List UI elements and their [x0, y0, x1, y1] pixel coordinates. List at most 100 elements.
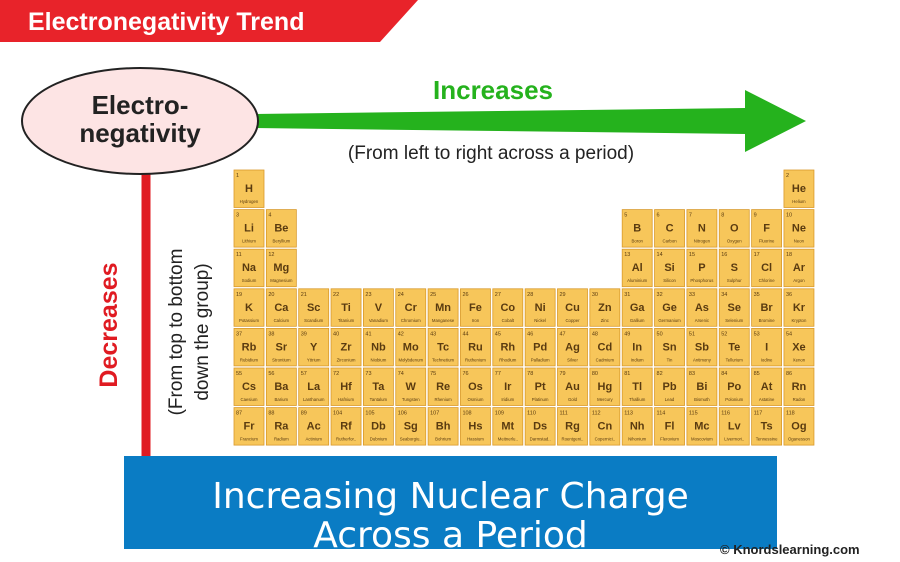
element-symbol: Li: [244, 223, 254, 235]
atomic-number: 39: [301, 331, 307, 337]
element-tile-bg: [395, 288, 427, 327]
element-tile-k: 19K Potassium: [233, 288, 265, 327]
element-symbol: Si: [664, 262, 674, 274]
element-symbol: Ir: [504, 381, 512, 393]
decreases-label: Decreases: [95, 262, 123, 387]
element-tile-bg: [330, 327, 362, 367]
atomic-number: 78: [527, 371, 533, 377]
element-tile-mt: 109 Mt Meitnerlu..: [492, 407, 524, 446]
element-tile-bg: [362, 407, 394, 446]
element-name: Helium: [792, 199, 806, 204]
element-name: Meitnerlu..: [498, 437, 518, 442]
element-name: Strontium: [272, 357, 291, 362]
element-tile-bg: [654, 367, 685, 406]
atomic-number: 43: [430, 331, 436, 337]
element-name: Lanthanum: [303, 397, 325, 402]
element-tile-ts: 117 Ts Tennessine: [751, 407, 782, 446]
element-symbol: Te: [728, 341, 740, 353]
atomic-number: 87: [236, 411, 242, 417]
element-name: Hafnium: [338, 397, 354, 402]
element-symbol: Kr: [793, 302, 806, 314]
element-tile-ag: 47 Ag Silver: [557, 327, 588, 367]
element-symbol: Nh: [630, 421, 645, 433]
element-tile-bg: [589, 288, 621, 327]
element-symbol: Sc: [307, 302, 320, 314]
element-tile-bg: [362, 327, 394, 367]
caption-line-1: Increasing Nuclear Charge: [212, 476, 689, 517]
element-name: Hassium: [467, 437, 484, 442]
element-tile-bg: [427, 288, 459, 327]
element-symbol: C: [666, 223, 674, 235]
element-name: Bohrium: [435, 437, 451, 442]
element-tile-v: 23 V Vanadium: [362, 288, 394, 327]
element-tile-bg: [557, 367, 588, 406]
atomic-number: 118: [786, 411, 795, 417]
element-symbol: Ag: [565, 341, 580, 353]
element-symbol: O: [730, 223, 739, 235]
atomic-number: 75: [430, 371, 436, 377]
element-symbol: Rb: [242, 341, 257, 353]
element-name: Calcium: [274, 318, 290, 323]
element-tile-bg: [395, 407, 427, 446]
element-tile-mc: 115 Mc Moscovium: [686, 407, 718, 446]
atomic-number: 15: [689, 252, 695, 258]
element-tile-bg: [751, 407, 782, 446]
atomic-number: 12: [268, 252, 274, 258]
element-name: Cobalt: [502, 318, 515, 323]
atomic-number: 40: [333, 331, 339, 337]
atomic-number: 45: [495, 331, 501, 337]
element-name: Germanium: [658, 318, 681, 323]
element-name: Tin: [667, 357, 673, 362]
element-tile-h: 1H Hydrogen: [233, 169, 265, 208]
element-tile-bg: [557, 288, 588, 327]
element-name: Silver: [567, 357, 578, 362]
element-name: Copper: [565, 318, 580, 323]
element-tile-fl: 114 Fl Flerovium: [654, 407, 685, 446]
element-symbol: Y: [310, 341, 318, 353]
atomic-number: 38: [268, 331, 274, 337]
element-tile-bg: [654, 407, 685, 446]
element-symbol: Cd: [598, 341, 613, 353]
increases-arrow: [250, 90, 806, 152]
atomic-number: 33: [689, 292, 695, 298]
atomic-number: 112: [592, 411, 601, 417]
atomic-number: 73: [365, 371, 371, 377]
element-name: Oganesson: [788, 437, 811, 442]
atomic-number: 108: [462, 411, 471, 417]
element-tile-bg: [492, 327, 524, 367]
element-tile-bg: [751, 248, 782, 288]
element-symbol: Pd: [533, 341, 547, 353]
atomic-number: 50: [657, 331, 663, 337]
element-name: Dubnium: [370, 437, 388, 442]
element-name: Fluorine: [759, 239, 775, 244]
element-tile-bg: [265, 407, 297, 446]
element-name: Silicon: [663, 278, 676, 283]
element-name: Gallium: [630, 318, 645, 323]
element-symbol: Ne: [792, 223, 806, 235]
atomic-number: 44: [462, 331, 468, 337]
atomic-number: 23: [365, 292, 371, 298]
element-tile-sg: 106 Sg Seaborgiu..: [395, 407, 427, 446]
element-tile-bg: [427, 407, 459, 446]
atomic-number: 3: [236, 213, 239, 219]
element-tile-bg: [718, 367, 750, 406]
atomic-number: 25: [430, 292, 436, 298]
element-name: Flerovium: [660, 437, 679, 442]
increases-label: Increases: [433, 75, 553, 105]
bubble-line-2: negativity: [79, 118, 201, 148]
element-name: Xenon: [793, 357, 806, 362]
atomic-number: 85: [754, 371, 760, 377]
element-tile-bg: [233, 169, 265, 208]
element-tile-bg: [298, 327, 330, 367]
element-symbol: Rh: [500, 341, 515, 353]
element-tile-bg: [265, 209, 297, 248]
atomic-number: 37: [236, 331, 242, 337]
